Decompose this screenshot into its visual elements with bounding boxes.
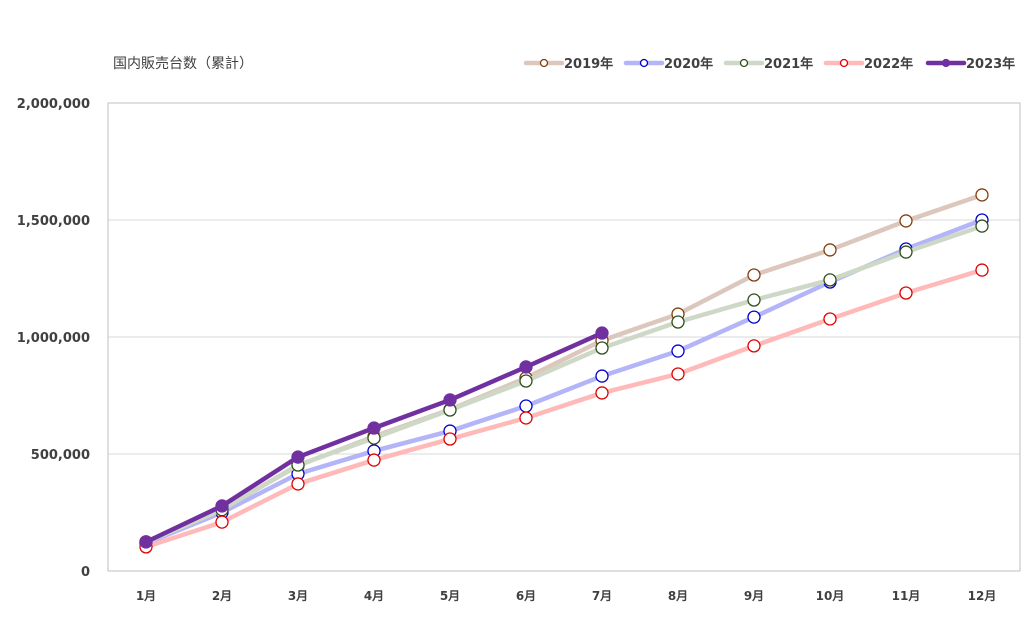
y-tick-label: 500,000 xyxy=(31,448,90,463)
x-tick-label: 3月 xyxy=(288,589,308,603)
data-point xyxy=(519,374,533,388)
y-tick-label: 0 xyxy=(81,565,90,580)
legend-item: 2020年 xyxy=(623,56,713,72)
legend-item: 2023年 xyxy=(925,56,1015,72)
legend-marker xyxy=(539,58,549,68)
series-2022年 xyxy=(139,263,989,554)
legend-marker xyxy=(739,58,749,68)
series-2023年 xyxy=(139,326,609,549)
y-tick-label: 1,000,000 xyxy=(17,331,90,346)
legend-item: 2022年 xyxy=(823,56,913,72)
data-point xyxy=(595,326,609,340)
legend-marker xyxy=(941,58,951,68)
data-point xyxy=(215,499,229,513)
data-point xyxy=(519,399,533,413)
data-point xyxy=(899,214,913,228)
data-point xyxy=(519,411,533,425)
data-point xyxy=(747,310,761,324)
x-tick-label: 9月 xyxy=(744,589,764,603)
data-point xyxy=(823,273,837,287)
data-point xyxy=(823,243,837,257)
legend-label: 2019年 xyxy=(564,56,613,72)
legend-label: 2020年 xyxy=(664,56,713,72)
x-tick-label: 1月 xyxy=(136,589,156,603)
data-point xyxy=(519,360,533,374)
data-point xyxy=(595,341,609,355)
x-tick-label: 6月 xyxy=(516,589,536,603)
legend-label: 2023年 xyxy=(966,56,1015,72)
data-point xyxy=(747,339,761,353)
series-line xyxy=(145,223,983,545)
series-2019年 xyxy=(139,188,989,549)
series-group xyxy=(139,188,989,554)
y-tick-label: 1,500,000 xyxy=(17,214,90,229)
legend-label: 2021年 xyxy=(764,56,813,72)
data-point xyxy=(823,312,837,326)
legend: 2019年 2020年 2021年 2022年 2023年 xyxy=(523,56,1015,72)
data-point xyxy=(595,369,609,383)
x-tick-label: 8月 xyxy=(668,589,688,603)
data-point xyxy=(899,286,913,300)
legend-marker xyxy=(839,58,849,68)
data-point xyxy=(367,453,381,467)
data-point xyxy=(747,268,761,282)
series-line xyxy=(145,267,983,550)
data-point xyxy=(291,477,305,491)
data-point xyxy=(747,293,761,307)
data-point xyxy=(595,386,609,400)
legend-marker xyxy=(639,58,649,68)
legend-item: 2019年 xyxy=(523,56,613,72)
data-point xyxy=(671,315,685,329)
legend-item: 2021年 xyxy=(723,56,813,72)
data-point xyxy=(899,245,913,259)
gridlines xyxy=(108,219,1020,455)
data-point xyxy=(443,432,457,446)
data-point xyxy=(671,367,685,381)
plot-area-border xyxy=(107,102,1021,572)
data-point xyxy=(139,535,153,549)
data-point xyxy=(215,515,229,529)
data-point xyxy=(975,263,989,277)
x-tick-label: 10月 xyxy=(816,589,845,603)
x-tick-label: 5月 xyxy=(440,589,460,603)
y-tick-label: 2,000,000 xyxy=(17,97,90,112)
chart-title: 国内販売台数（累計） xyxy=(113,56,253,72)
x-tick-label: 12月 xyxy=(968,589,997,603)
x-axis: 1月 2月 3月 4月 5月 6月 7月 8月 9月 10月 11月 12月 xyxy=(136,589,997,603)
data-point xyxy=(975,188,989,202)
x-tick-label: 2月 xyxy=(212,589,232,603)
data-point xyxy=(367,421,381,435)
data-point xyxy=(291,450,305,464)
x-tick-label: 4月 xyxy=(364,589,384,603)
data-point xyxy=(671,344,685,358)
legend-label: 2022年 xyxy=(864,56,913,72)
x-tick-label: 7月 xyxy=(592,589,612,603)
y-axis: 0 500,000 1,000,000 1,500,000 2,000,000 xyxy=(17,97,90,580)
data-point xyxy=(975,219,989,233)
data-point xyxy=(443,393,457,407)
x-tick-label: 11月 xyxy=(892,589,921,603)
